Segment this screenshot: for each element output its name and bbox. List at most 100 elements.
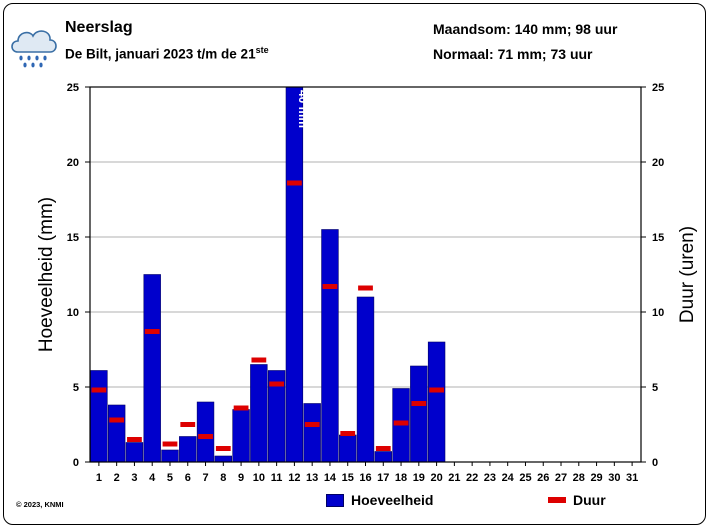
y-axis-label-right: Duur (uren) <box>677 226 698 323</box>
x-tick-label: 16 <box>359 472 371 484</box>
duration-marker <box>393 420 409 426</box>
duration-marker <box>411 401 427 406</box>
y-tick-label-left: 15 <box>67 232 79 244</box>
x-tick-label: 31 <box>626 472 638 484</box>
x-tick-label: 6 <box>185 472 191 484</box>
legend-duration-swatch <box>548 497 566 503</box>
x-tick-label: 18 <box>395 472 407 484</box>
x-tick-label: 12 <box>288 472 300 484</box>
duration-marker <box>91 387 107 393</box>
chart-title: Neerslag <box>65 19 133 36</box>
x-tick-label: 9 <box>238 472 244 484</box>
duration-marker <box>304 422 320 427</box>
month-total: Maandsom: 140 mm; 98 uur <box>433 21 618 37</box>
x-tick-label: 4 <box>149 472 156 484</box>
x-tick-label: 17 <box>377 472 389 484</box>
x-tick-label: 11 <box>271 472 283 484</box>
y-tick-label-right: 20 <box>652 157 664 169</box>
legend-duration-label: Duur <box>573 492 606 508</box>
x-tick-label: 5 <box>167 472 173 484</box>
bar <box>374 451 392 463</box>
duration-marker <box>358 285 373 291</box>
bar <box>214 455 232 463</box>
bar <box>90 370 108 463</box>
y-tick-label-left: 5 <box>73 382 79 394</box>
y-tick-label-right: 15 <box>652 232 664 244</box>
x-tick-label: 1 <box>96 472 102 484</box>
bar <box>427 341 446 463</box>
duration-marker <box>375 446 391 451</box>
duration-marker <box>144 329 160 334</box>
bar-annotation: 40 mm <box>296 90 310 128</box>
duration-marker <box>233 405 249 411</box>
duration-marker <box>180 422 196 427</box>
x-tick-label: 29 <box>590 472 602 484</box>
normal-total: Normaal: 71 mm; 73 uur <box>433 46 593 62</box>
y-tick-label-right: 5 <box>652 382 658 394</box>
copyright: © 2023, KNMI <box>16 500 64 509</box>
duration-marker <box>340 431 356 436</box>
x-tick-label: 10 <box>253 472 265 484</box>
duration-marker <box>127 437 142 442</box>
subtitle-text: De Bilt, januari 2023 t/m de 21 <box>65 46 256 62</box>
y-tick-label-right: 0 <box>652 457 658 469</box>
y-axis-label-left: Hoeveelheid (mm) <box>36 197 57 352</box>
x-tick-label: 25 <box>519 472 531 484</box>
subtitle-suffix: ste <box>255 45 269 55</box>
duration-marker <box>322 284 338 289</box>
legend-amount-label: Hoeveelheid <box>351 492 434 508</box>
x-tick-label: 27 <box>555 472 567 484</box>
duration-marker <box>251 357 267 363</box>
legend-duration: Duur <box>548 492 606 508</box>
duration-marker <box>162 441 178 447</box>
duration-marker <box>109 417 125 423</box>
x-tick-label: 22 <box>466 472 478 484</box>
x-tick-label: 19 <box>413 472 425 484</box>
x-tick-label: 23 <box>484 472 496 484</box>
x-tick-label: 13 <box>306 472 318 484</box>
legend-amount-swatch <box>326 493 344 507</box>
duration-marker <box>215 446 231 451</box>
rain-cloud-icon <box>11 30 57 68</box>
bar <box>339 434 357 463</box>
y-tick-label-right: 25 <box>652 82 664 94</box>
x-tick-label: 2 <box>114 472 120 484</box>
duration-marker <box>198 434 213 439</box>
duration-marker <box>429 387 444 393</box>
x-tick-label: 24 <box>502 472 515 484</box>
bar <box>143 274 161 463</box>
x-tick-label: 21 <box>448 472 460 484</box>
y-tick-label-left: 25 <box>67 82 79 94</box>
x-tick-label: 3 <box>131 472 137 484</box>
bar <box>303 403 321 463</box>
x-tick-label: 8 <box>220 472 226 484</box>
bar <box>321 229 339 463</box>
x-tick-label: 26 <box>537 472 549 484</box>
bar <box>356 296 375 463</box>
duration-marker <box>287 180 302 186</box>
bar <box>161 449 179 463</box>
bar <box>107 404 126 463</box>
duration-marker <box>269 381 285 387</box>
y-tick-label-left: 20 <box>67 157 79 169</box>
bar <box>232 409 250 463</box>
legend-amount: Hoeveelheid <box>326 492 433 508</box>
bar <box>250 364 268 463</box>
plot-area <box>89 86 642 463</box>
x-tick-label: 7 <box>202 472 208 484</box>
y-tick-label-right: 10 <box>652 307 664 319</box>
x-tick-label: 28 <box>573 472 585 484</box>
x-tick-label: 30 <box>608 472 620 484</box>
bar <box>125 442 144 463</box>
chart-subtitle: De Bilt, januari 2023 t/m de 21ste <box>65 45 269 62</box>
y-tick-label-left: 0 <box>73 457 79 469</box>
y-tick-label-left: 10 <box>67 307 79 319</box>
x-tick-label: 15 <box>342 472 354 484</box>
bar <box>285 86 304 463</box>
bar <box>196 401 215 463</box>
bar <box>179 436 197 463</box>
bar <box>410 365 428 463</box>
x-tick-label: 20 <box>430 472 442 484</box>
x-tick-label: 14 <box>324 472 337 484</box>
